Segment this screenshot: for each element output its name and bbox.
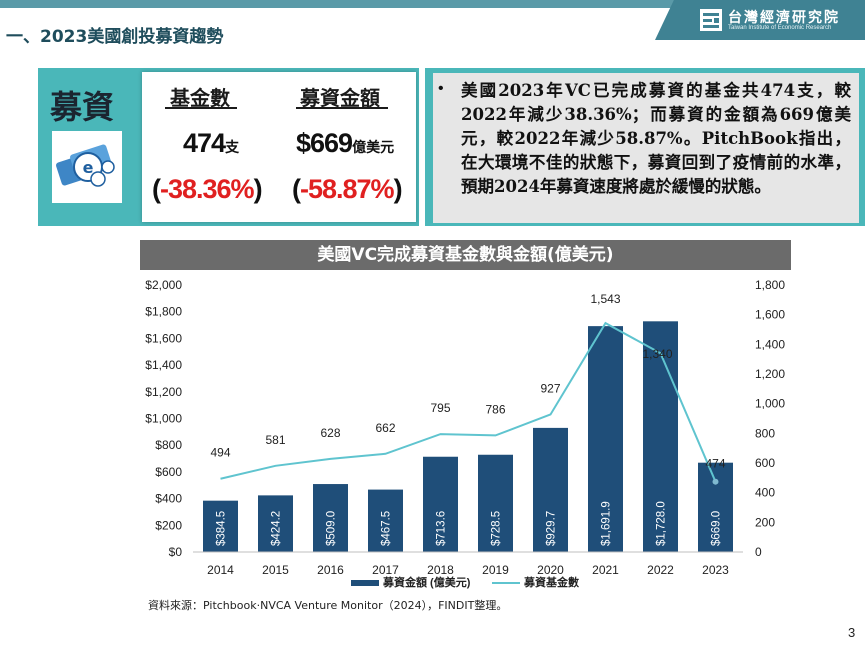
y-right-tick-label: 1,000 xyxy=(755,397,785,411)
bar-value-label: $728.5 xyxy=(491,511,503,546)
logo-panel xyxy=(655,0,865,40)
line-value-label: 1,543 xyxy=(590,292,620,306)
bar-value-label: $929.7 xyxy=(546,511,558,546)
amount-value: $669 xyxy=(296,128,353,158)
funds-unit: 支 xyxy=(225,140,240,156)
y-right-tick-label: 400 xyxy=(755,486,775,500)
bar xyxy=(533,427,568,552)
legend-bar-swatch xyxy=(351,580,379,586)
x-tick-label: 2014 xyxy=(207,563,234,577)
y-left-tick-label: $1,200 xyxy=(145,385,182,399)
x-tick-label: 2017 xyxy=(372,563,399,577)
bar-value-label: $669.0 xyxy=(711,511,723,546)
top-accent-bar xyxy=(0,0,865,8)
amount-value-wrap: $669億美元 xyxy=(296,128,394,159)
line-value-label: 494 xyxy=(210,446,230,460)
tier-logo-icon xyxy=(700,9,722,31)
bar xyxy=(313,484,348,552)
y-right-tick-label: 200 xyxy=(755,515,775,529)
x-tick-label: 2015 xyxy=(262,563,289,577)
bar xyxy=(423,456,458,552)
y-right-tick-label: 800 xyxy=(755,426,775,440)
funds-underline xyxy=(165,107,237,109)
bar xyxy=(643,321,678,552)
y-left-tick-label: $1,400 xyxy=(145,358,182,372)
x-tick-label: 2020 xyxy=(537,563,564,577)
y-left-tick-label: $1,000 xyxy=(145,412,182,426)
page-title: 一、2023美國創投募資趨勢 xyxy=(6,27,224,47)
svg-text:e: e xyxy=(83,158,94,177)
source-note: 資料來源：Pitchbook‧NVCA Venture Monitor（2024… xyxy=(148,599,508,612)
amount-change: -58.87% xyxy=(300,174,395,204)
y-left-tick-label: $400 xyxy=(155,492,182,506)
x-tick-label: 2018 xyxy=(427,563,454,577)
x-tick-label: 2021 xyxy=(592,563,619,577)
bar xyxy=(258,495,293,552)
amount-unit: 億美元 xyxy=(352,140,395,156)
line-value-label: 927 xyxy=(540,381,560,395)
y-right-tick-label: 1,400 xyxy=(755,337,785,351)
funds-change-wrap: (-38.36%) xyxy=(152,174,263,204)
bar-value-label: $713.6 xyxy=(436,511,448,546)
bar xyxy=(368,489,403,552)
funds-label: 基金數 xyxy=(170,86,230,110)
line-point xyxy=(712,478,719,485)
y-left-tick-label: $2,000 xyxy=(145,278,182,292)
line-series xyxy=(220,321,717,483)
y-right-tick-label: 1,200 xyxy=(755,367,785,381)
x-tick-label: 2019 xyxy=(482,563,509,577)
bar-value-label: $467.5 xyxy=(381,511,393,546)
y-left-tick-label: $1,600 xyxy=(145,331,182,345)
legend-line-label: 募資基金數 xyxy=(523,575,579,589)
stat-panel xyxy=(142,72,416,222)
bullet-icon: • xyxy=(438,80,444,97)
legend-bar-label: 募資金額 (億美元) xyxy=(382,575,471,589)
line-value-label: 1,340 xyxy=(642,347,672,361)
line-value-label: 474 xyxy=(705,457,725,471)
line-value-label: 795 xyxy=(430,401,450,415)
bullet-text: 美國2023年VC已完成募資的基金共474支，較2022年減少38.36%；而募… xyxy=(433,73,859,223)
bar xyxy=(588,326,623,552)
amount-label: 募資金額 xyxy=(300,86,380,110)
logo-text: 台灣經濟研究院 xyxy=(728,10,840,26)
amount-change-wrap: (-58.87%) xyxy=(292,174,403,204)
summary-heading: 募資 xyxy=(50,88,115,126)
funds-value: 474 xyxy=(183,128,226,158)
chart-title: 美國VC完成募資基金數與金額(億美元) xyxy=(140,240,791,270)
y-left-tick-label: $0 xyxy=(169,545,183,559)
bar-value-label: $384.5 xyxy=(216,511,228,546)
y-left-tick-label: $800 xyxy=(155,438,182,452)
y-right-tick-label: 1,600 xyxy=(755,308,785,322)
line-value-label: 581 xyxy=(265,433,285,447)
y-right-tick-label: 600 xyxy=(755,456,775,470)
y-left-tick-label: $200 xyxy=(155,518,182,532)
y-left-tick-label: $600 xyxy=(155,465,182,479)
line-value-label: 662 xyxy=(375,421,395,435)
bar-value-label: $424.2 xyxy=(271,511,283,546)
bar-value-label: $1,691.9 xyxy=(601,501,613,546)
x-tick-label: 2023 xyxy=(702,563,729,577)
money-icon: e xyxy=(52,131,122,203)
page-number: 3 xyxy=(848,625,856,640)
amount-underline xyxy=(296,107,388,109)
y-left-tick-label: $1,800 xyxy=(145,305,182,319)
bar-value-label: $1,728.0 xyxy=(656,501,668,546)
y-right-tick-label: 0 xyxy=(755,545,762,559)
bar xyxy=(698,462,733,552)
x-tick-label: 2016 xyxy=(317,563,344,577)
line-value-label: 628 xyxy=(320,426,340,440)
bar-value-label: $509.0 xyxy=(326,511,338,546)
bar xyxy=(203,500,238,552)
bar xyxy=(478,454,513,552)
funds-value-wrap: 474支 xyxy=(183,128,239,159)
line-value-label: 786 xyxy=(485,402,505,416)
x-tick-label: 2022 xyxy=(647,563,674,577)
y-right-tick-label: 1,800 xyxy=(755,278,785,292)
logo-subtext: Taiwan Institute of Economic Research xyxy=(728,25,832,31)
funds-change: -38.36% xyxy=(160,174,255,204)
